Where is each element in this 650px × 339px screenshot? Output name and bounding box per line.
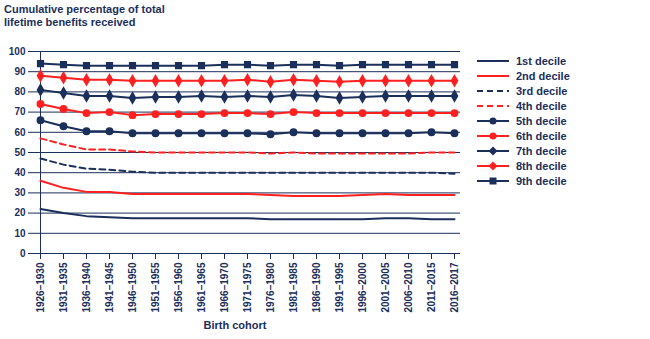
- svg-text:1946–1950: 1946–1950: [127, 262, 138, 312]
- svg-text:1996–2000: 1996–2000: [357, 262, 368, 312]
- svg-text:2016–2017: 2016–2017: [449, 262, 460, 312]
- svg-text:1991–1995: 1991–1995: [334, 262, 345, 312]
- svg-text:1976–1980: 1976–1980: [265, 262, 276, 312]
- svg-text:2001–2005: 2001–2005: [380, 262, 391, 312]
- svg-text:1981–1985: 1981–1985: [288, 262, 299, 312]
- html-text:Cumulative percentage of total: Cumulative percentage of total lifetime …: [4, 3, 165, 28]
- svg-text:0: 0: [20, 248, 26, 259]
- html-text:8th decile: 8th decile: [516, 159, 567, 172]
- html-text:3rd decile: 3rd decile: [516, 84, 568, 97]
- html-text:9th decile: 9th decile: [516, 174, 567, 187]
- svg-text:60: 60: [14, 127, 26, 138]
- html-text:2nd decile: 2nd decile: [516, 69, 570, 82]
- svg-text:1936–1940: 1936–1940: [81, 262, 92, 312]
- svg-text:2006–2010: 2006–2010: [403, 262, 414, 312]
- svg-text:40: 40: [14, 167, 26, 178]
- svg-text:1926–1930: 1926–1930: [35, 262, 46, 312]
- svg-text:10: 10: [14, 228, 26, 239]
- svg-text:2011–2015: 2011–2015: [426, 262, 437, 312]
- svg-text:70: 70: [14, 106, 26, 117]
- svg-text:1941–1945: 1941–1945: [104, 262, 115, 312]
- html-text:6th decile: 6th decile: [516, 129, 567, 142]
- html-text:5th decile: 5th decile: [516, 114, 567, 127]
- svg-text:1931–1935: 1931–1935: [58, 262, 69, 312]
- svg-text:1971–1975: 1971–1975: [242, 262, 253, 312]
- svg-text:30: 30: [14, 187, 26, 198]
- svg-text:100: 100: [9, 46, 26, 57]
- svg-text:1986–1990: 1986–1990: [311, 262, 322, 312]
- html-text:1st decile: 1st decile: [516, 54, 567, 67]
- svg-text:1961–1965: 1961–1965: [196, 262, 207, 312]
- html-text:7th decile: 7th decile: [516, 144, 567, 157]
- svg-text:80: 80: [14, 86, 26, 97]
- svg-text:90: 90: [14, 66, 26, 77]
- svg-text:1966–1970: 1966–1970: [219, 262, 230, 312]
- html-text:Birth cohort: Birth cohort: [203, 319, 267, 331]
- svg-text:20: 20: [14, 207, 26, 218]
- svg-text:1951–1955: 1951–1955: [150, 262, 161, 312]
- svg-text:1956–1960: 1956–1960: [173, 262, 184, 312]
- svg-text:50: 50: [14, 147, 26, 158]
- html-text:4th decile: 4th decile: [516, 99, 567, 112]
